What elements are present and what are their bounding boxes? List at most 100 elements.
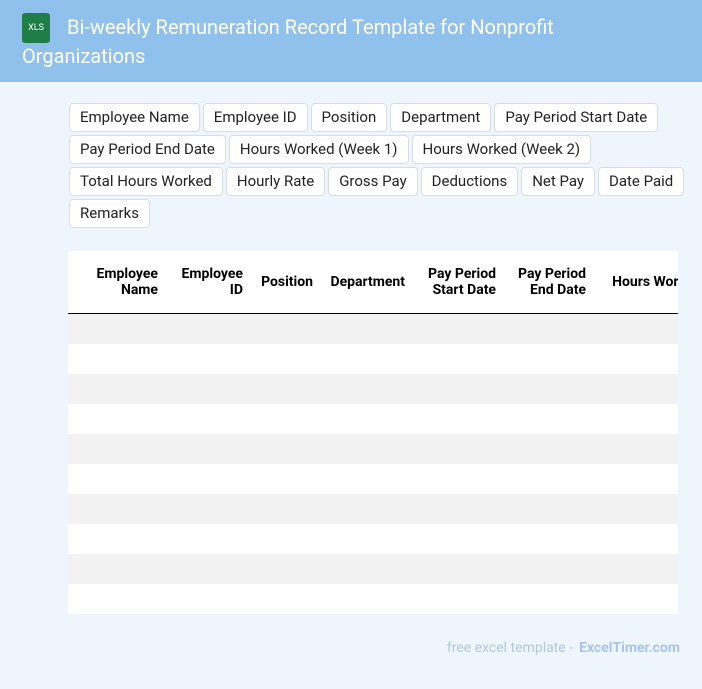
column-header: Pay Period End Date	[503, 251, 593, 314]
table-cell	[165, 524, 250, 554]
column-header: Department	[320, 251, 412, 314]
table-cell	[593, 344, 678, 374]
table-cell	[412, 494, 503, 524]
table-cell	[320, 524, 412, 554]
column-header: Employee Name	[68, 251, 165, 314]
table-cell	[68, 494, 165, 524]
field-chip[interactable]: Position	[310, 103, 388, 132]
table-cell	[412, 344, 503, 374]
header-row: Employee Name Employee ID Position Departme…	[68, 251, 678, 314]
table-cell	[68, 404, 165, 434]
table-cell	[165, 434, 250, 464]
field-chip[interactable]: Hours Worked (Week 1)	[228, 135, 409, 164]
table-cell	[412, 374, 503, 404]
table-cell	[412, 584, 503, 614]
table-cell	[250, 494, 320, 524]
table-cell	[412, 524, 503, 554]
table-cell	[320, 554, 412, 584]
column-header: Employee ID	[165, 251, 250, 314]
table-cell	[320, 464, 412, 494]
xls-icon: XLS	[22, 13, 50, 43]
field-chip[interactable]: Department	[390, 103, 492, 132]
table-cell	[412, 554, 503, 584]
table-cell	[320, 344, 412, 374]
field-chip[interactable]: Remarks	[69, 199, 150, 228]
table-cell	[165, 554, 250, 584]
table-cell	[165, 494, 250, 524]
table-cell	[250, 554, 320, 584]
header: XLS Bi-weekly Remuneration Record Templa…	[0, 0, 702, 82]
table-cell	[503, 554, 593, 584]
field-chip[interactable]: Hours Worked (Week 2)	[411, 135, 592, 164]
table-cell	[503, 344, 593, 374]
table-cell	[250, 524, 320, 554]
table-container: Employee Name Employee ID Position Departme…	[68, 251, 678, 614]
table-cell	[320, 584, 412, 614]
table-cell	[412, 404, 503, 434]
table-cell	[503, 374, 593, 404]
table-row	[68, 344, 678, 374]
table-cell	[503, 434, 593, 464]
table-cell	[165, 344, 250, 374]
table-cell	[68, 434, 165, 464]
field-chip[interactable]: Gross Pay	[328, 167, 418, 196]
field-list: Employee Name Employee ID Position Departme…	[69, 103, 689, 228]
column-header: Position	[250, 251, 320, 314]
table-cell	[68, 554, 165, 584]
table-cell	[593, 434, 678, 464]
table-row	[68, 524, 678, 554]
table-cell	[68, 524, 165, 554]
table-cell	[165, 374, 250, 404]
footer: free excel template - ExcelTimer.com	[447, 640, 680, 656]
table-cell	[593, 554, 678, 584]
table-cell	[250, 464, 320, 494]
table-cell	[593, 584, 678, 614]
table-cell	[250, 313, 320, 344]
table-cell	[503, 404, 593, 434]
footer-brand[interactable]: ExcelTimer.com	[579, 640, 680, 656]
table-cell	[165, 404, 250, 434]
table-row	[68, 434, 678, 464]
table-row	[68, 374, 678, 404]
table-cell	[250, 584, 320, 614]
table-cell	[68, 374, 165, 404]
table-row	[68, 554, 678, 584]
field-chip[interactable]: Employee ID	[202, 103, 308, 132]
table-cell	[320, 374, 412, 404]
table-row	[68, 494, 678, 524]
table-row	[68, 313, 678, 344]
table-cell	[250, 434, 320, 464]
table-cell	[68, 313, 165, 344]
field-chip[interactable]: Pay Period Start Date	[494, 103, 659, 132]
table-cell	[68, 584, 165, 614]
table-cell	[503, 313, 593, 344]
table-cell	[165, 313, 250, 344]
table-cell	[503, 584, 593, 614]
field-chip[interactable]: Hourly Rate	[225, 167, 326, 196]
table-cell	[593, 374, 678, 404]
table-cell	[503, 494, 593, 524]
table-cell	[68, 344, 165, 374]
table-cell	[250, 344, 320, 374]
table-cell	[412, 434, 503, 464]
field-chip[interactable]: Pay Period End Date	[69, 135, 226, 164]
table-cell	[68, 464, 165, 494]
table-cell	[165, 584, 250, 614]
table: Employee Name Employee ID Position Departme…	[68, 251, 678, 614]
field-chip[interactable]: Deductions	[420, 167, 519, 196]
field-chip[interactable]: Employee Name	[69, 103, 200, 132]
table-cell	[165, 464, 250, 494]
page-title: Bi-weekly Remuneration Record Template f…	[22, 15, 554, 68]
column-header: Hours Worked (Week 1)	[593, 251, 678, 314]
table-cell	[412, 313, 503, 344]
table-cell	[412, 464, 503, 494]
footer-text: free excel template -	[446, 640, 574, 656]
table-row	[68, 404, 678, 434]
field-chip[interactable]: Net Pay	[521, 167, 595, 196]
field-chip[interactable]: Total Hours Worked	[69, 167, 223, 196]
field-chip[interactable]: Date Paid	[598, 167, 685, 196]
table-cell	[503, 464, 593, 494]
table-cell	[320, 494, 412, 524]
table-cell	[320, 313, 412, 344]
